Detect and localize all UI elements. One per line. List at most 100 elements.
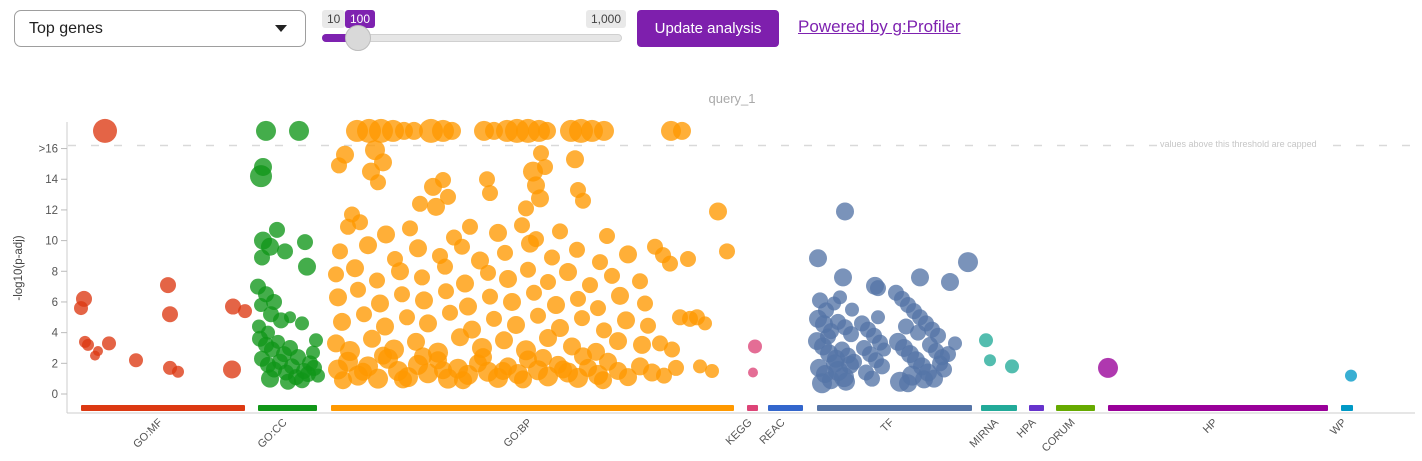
data-point[interactable]: [368, 368, 388, 389]
data-point[interactable]: [518, 200, 534, 217]
data-point[interactable]: [350, 281, 366, 298]
data-point[interactable]: [327, 334, 345, 353]
data-point[interactable]: [284, 311, 296, 324]
data-point[interactable]: [346, 259, 364, 278]
data-point[interactable]: [238, 304, 252, 319]
data-point[interactable]: [559, 263, 577, 282]
data-point[interactable]: [877, 342, 891, 357]
data-point[interactable]: [912, 309, 928, 326]
data-point[interactable]: [809, 249, 827, 268]
data-point[interactable]: [862, 346, 878, 363]
data-point[interactable]: [354, 362, 372, 381]
data-point[interactable]: [547, 296, 565, 315]
data-point[interactable]: [363, 329, 381, 348]
data-point[interactable]: [640, 317, 656, 334]
data-point[interactable]: [405, 121, 423, 140]
data-point[interactable]: [454, 238, 470, 255]
data-point[interactable]: [566, 150, 584, 169]
data-point[interactable]: [617, 311, 635, 330]
data-point[interactable]: [298, 257, 316, 276]
data-point[interactable]: [551, 319, 569, 338]
data-point[interactable]: [698, 316, 712, 331]
data-point[interactable]: [619, 245, 637, 264]
data-point[interactable]: [748, 339, 762, 354]
data-point[interactable]: [864, 370, 880, 387]
data-point[interactable]: [826, 354, 844, 373]
data-point[interactable]: [474, 348, 492, 367]
data-point[interactable]: [261, 369, 279, 388]
data-point[interactable]: [507, 315, 525, 334]
data-point[interactable]: [225, 298, 241, 315]
data-point[interactable]: [338, 351, 358, 372]
data-point[interactable]: [407, 332, 425, 351]
data-point[interactable]: [374, 346, 392, 365]
data-point[interactable]: [297, 234, 313, 251]
data-point[interactable]: [495, 331, 513, 350]
data-point[interactable]: [936, 361, 952, 378]
data-points-WP[interactable]: [1345, 369, 1357, 382]
data-point[interactable]: [376, 317, 394, 336]
data-point[interactable]: [172, 365, 184, 378]
data-point[interactable]: [958, 252, 978, 273]
data-point[interactable]: [514, 370, 532, 389]
data-point[interactable]: [290, 349, 306, 366]
data-point[interactable]: [533, 145, 549, 162]
slider-thumb[interactable]: [345, 25, 371, 51]
data-point[interactable]: [414, 347, 432, 366]
data-point[interactable]: [604, 267, 620, 284]
data-point[interactable]: [377, 225, 395, 244]
data-point[interactable]: [569, 241, 585, 258]
data-point[interactable]: [456, 274, 474, 293]
data-point[interactable]: [352, 214, 368, 231]
data-point[interactable]: [412, 195, 428, 212]
data-point[interactable]: [693, 359, 707, 374]
data-point[interactable]: [271, 334, 285, 349]
data-point[interactable]: [632, 273, 648, 290]
data-point[interactable]: [471, 251, 489, 270]
data-point[interactable]: [709, 202, 727, 221]
data-point[interactable]: [540, 274, 556, 291]
data-point[interactable]: [102, 336, 116, 351]
data-point[interactable]: [160, 277, 176, 294]
data-point[interactable]: [748, 367, 758, 378]
data-point[interactable]: [480, 264, 496, 281]
data-point[interactable]: [924, 321, 940, 338]
data-point[interactable]: [451, 328, 469, 347]
data-point[interactable]: [129, 353, 143, 368]
data-point[interactable]: [574, 347, 592, 366]
data-point[interactable]: [1345, 369, 1357, 382]
data-point[interactable]: [415, 291, 433, 310]
data-point[interactable]: [462, 218, 478, 235]
data-point[interactable]: [454, 371, 472, 390]
data-point[interactable]: [948, 336, 962, 351]
data-point[interactable]: [619, 368, 637, 387]
top-genes-dropdown[interactable]: Top genes: [14, 10, 306, 47]
data-point[interactable]: [871, 310, 885, 325]
data-points-GO:MF[interactable]: [74, 118, 252, 379]
data-point[interactable]: [907, 351, 925, 370]
data-point[interactable]: [836, 202, 854, 221]
data-point[interactable]: [526, 284, 542, 301]
data-point[interactable]: [402, 220, 418, 237]
data-point[interactable]: [574, 310, 590, 327]
data-point[interactable]: [434, 361, 452, 380]
data-point[interactable]: [984, 354, 996, 367]
data-point[interactable]: [514, 217, 530, 234]
data-point[interactable]: [673, 121, 691, 140]
data-points-MIRNA[interactable]: [979, 333, 1019, 374]
data-point[interactable]: [830, 313, 846, 330]
data-point[interactable]: [442, 304, 458, 321]
data-point[interactable]: [633, 335, 651, 354]
data-point[interactable]: [719, 243, 735, 260]
data-point[interactable]: [810, 358, 828, 377]
data-point[interactable]: [419, 314, 437, 333]
data-point[interactable]: [554, 360, 572, 379]
data-point[interactable]: [894, 290, 910, 307]
data-point[interactable]: [898, 318, 914, 335]
data-point[interactable]: [940, 346, 956, 363]
data-point[interactable]: [333, 312, 351, 331]
data-points-GO:CC[interactable]: [250, 120, 325, 390]
data-point[interactable]: [662, 255, 678, 272]
data-point[interactable]: [280, 373, 296, 390]
data-point[interactable]: [486, 310, 502, 327]
